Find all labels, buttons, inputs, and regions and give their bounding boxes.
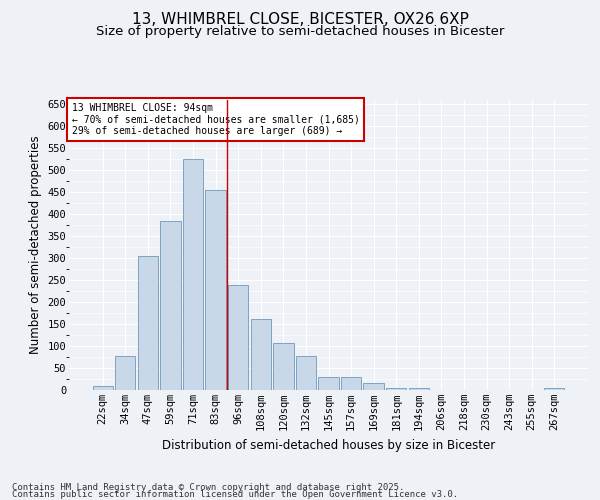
Text: 13 WHIMBREL CLOSE: 94sqm
← 70% of semi-detached houses are smaller (1,685)
29% o: 13 WHIMBREL CLOSE: 94sqm ← 70% of semi-d… xyxy=(71,103,359,136)
Bar xyxy=(205,190,226,390)
X-axis label: Distribution of semi-detached houses by size in Bicester: Distribution of semi-detached houses by … xyxy=(162,438,495,452)
Bar xyxy=(92,386,113,390)
Y-axis label: Number of semi-detached properties: Number of semi-detached properties xyxy=(29,136,42,354)
Bar xyxy=(273,343,293,390)
Text: 13, WHIMBREL CLOSE, BICESTER, OX26 6XP: 13, WHIMBREL CLOSE, BICESTER, OX26 6XP xyxy=(131,12,469,28)
Bar xyxy=(138,256,158,390)
Bar xyxy=(251,319,271,390)
Bar xyxy=(341,377,361,390)
Bar xyxy=(386,388,406,390)
Bar xyxy=(228,286,248,390)
Bar xyxy=(409,388,429,390)
Bar xyxy=(160,221,181,390)
Text: Contains HM Land Registry data © Crown copyright and database right 2025.: Contains HM Land Registry data © Crown c… xyxy=(12,484,404,492)
Bar xyxy=(364,382,384,390)
Bar xyxy=(319,377,338,390)
Text: Contains public sector information licensed under the Open Government Licence v3: Contains public sector information licen… xyxy=(12,490,458,499)
Bar xyxy=(115,356,136,390)
Bar xyxy=(544,388,565,390)
Text: Size of property relative to semi-detached houses in Bicester: Size of property relative to semi-detach… xyxy=(96,25,504,38)
Bar xyxy=(296,356,316,390)
Bar xyxy=(183,160,203,390)
